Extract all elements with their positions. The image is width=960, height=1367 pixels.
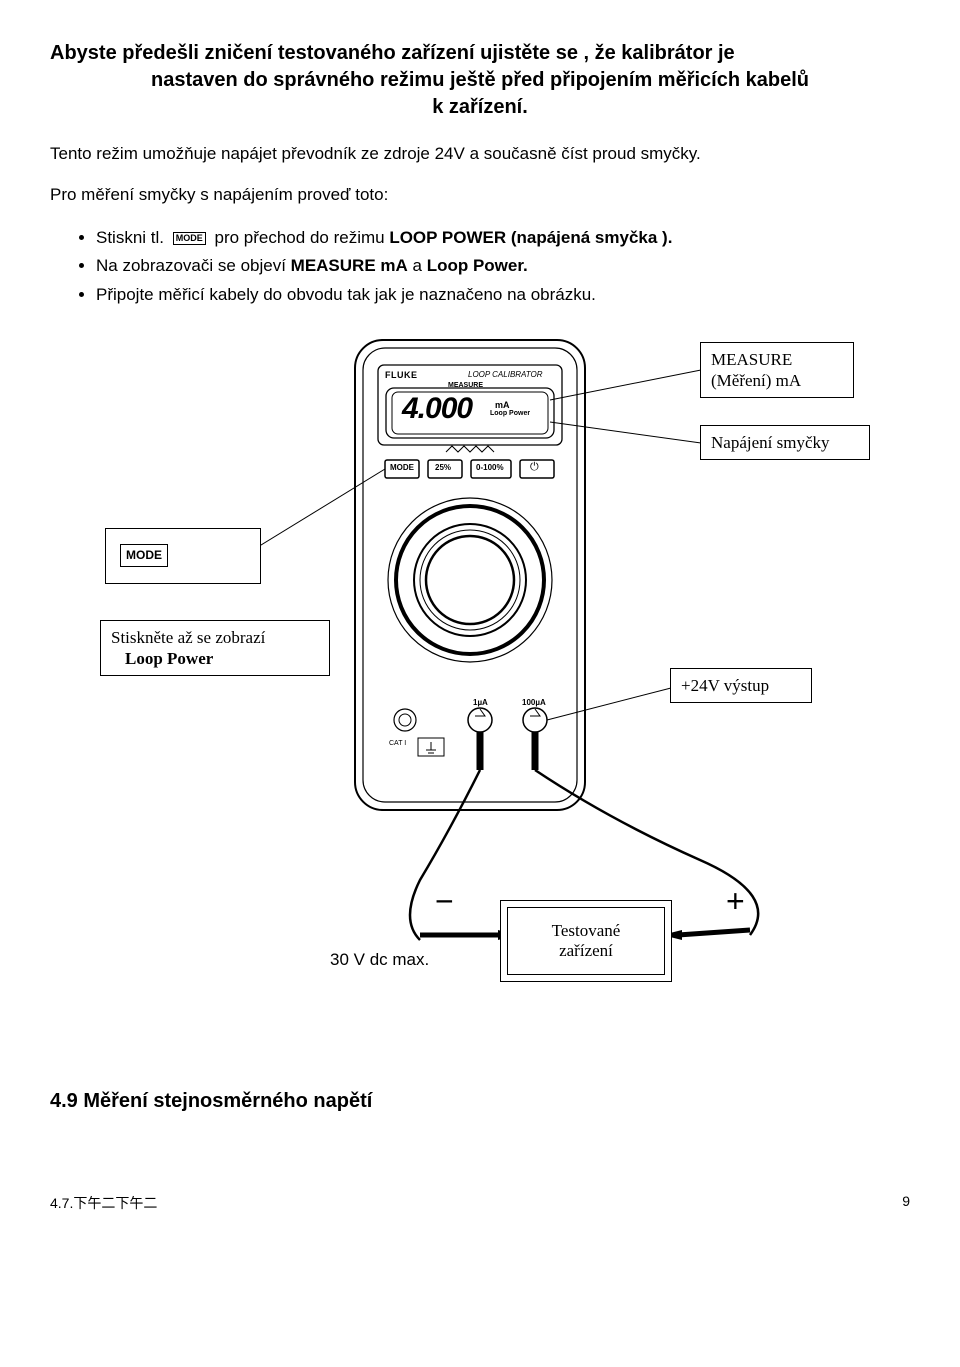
instruction-item-1: Stiskni tl. MODE pro přechod do režimu L… [96, 225, 910, 251]
mode-callout-label: MODE [120, 544, 168, 567]
btn-pwr-label: ⏻ [530, 461, 539, 474]
footer-page: 9 [902, 1193, 910, 1213]
supply-label: Napájení smyčky [711, 433, 830, 452]
section-4-9: 4.9 Měření stejnosměrného napětí [50, 1090, 910, 1113]
heading-line2: nastaven do správného režimu ještě před … [50, 67, 910, 94]
tested-l2: zařízení [559, 941, 613, 961]
steps-intro: Pro měření smyčky s napájením proveď tot… [50, 184, 910, 207]
lcd-ma: mA [495, 400, 510, 410]
b2-pre: Na zobrazovači se objeví [96, 256, 291, 275]
b1-post-bold: LOOP POWER (napájená smyčka ). [389, 228, 672, 247]
footer-left: 4.7.下午二下午二 [50, 1193, 157, 1213]
b2-bold1: MEASURE mA [291, 256, 408, 275]
measure-l1: MEASURE [711, 349, 843, 370]
measure-l2: (Měření) mA [711, 370, 843, 391]
btn-mode-label: MODE [390, 463, 414, 472]
btn-25-label: 25% [435, 463, 451, 472]
btn-100-label: 0-100% [476, 463, 504, 472]
dut-box: Testované zařízení [500, 900, 672, 982]
page-footer: 4.7.下午二下午二 9 [50, 1193, 910, 1213]
press-callout-box: Stiskněte až se zobrazí Loop Power [100, 620, 330, 677]
jack-1ua: 1µA [473, 698, 488, 707]
device-brand: FLUKE [385, 370, 418, 380]
measure-callout-box: MEASURE (Měření) mA [700, 342, 854, 399]
device-title: LOOP CALIBRATOR [468, 370, 543, 379]
jack-100ua: 100µA [522, 698, 546, 707]
lcd-loop: Loop Power [490, 410, 530, 417]
mode-callout-box: MODE [105, 528, 261, 584]
plus-sign: + [726, 883, 745, 920]
heading-line3: k zařízení. [50, 94, 910, 121]
supply-callout-box: Napájení smyčky [700, 425, 870, 460]
lcd-measure: MEASURE [448, 382, 483, 389]
b1-post-pre: pro přechod do režimu [210, 228, 390, 247]
tested-l1: Testované [552, 921, 621, 941]
output-label: +24V výstup [681, 676, 769, 695]
warning-heading: Abyste předešli zničení testovaného zaří… [50, 40, 910, 121]
mode-icon: MODE [173, 232, 206, 245]
minus-sign: − [435, 883, 454, 920]
instruction-item-3: Připojte měřicí kabely do obvodu tak jak… [96, 282, 910, 308]
b2-mid: a [408, 256, 427, 275]
instruction-item-2: Na zobrazovači se objeví MEASURE mA a Lo… [96, 253, 910, 279]
press-l1: Stiskněte až se zobrazí [111, 627, 319, 648]
wiring-diagram: FLUKE LOOP CALIBRATOR MEASURE 4.000 mA L… [50, 330, 870, 1050]
instruction-list: Stiskni tl. MODE pro přechod do režimu L… [50, 225, 910, 308]
output-callout-box: +24V výstup [670, 668, 812, 703]
b1-pre: Stiskni tl. [96, 228, 164, 247]
heading-line1: Abyste předešli zničení testovaného zaří… [50, 40, 910, 67]
lcd-value: 4.000 [402, 392, 472, 426]
dut-inner: Testované zařízení [507, 907, 665, 975]
cat-label: CAT I [389, 740, 406, 747]
max-voltage: 30 V dc max. [330, 950, 429, 970]
b2-bold2: Loop Power. [427, 256, 528, 275]
mode-description: Tento režim umožňuje napájet převodník z… [50, 143, 910, 166]
press-l2: Loop Power [111, 648, 319, 669]
